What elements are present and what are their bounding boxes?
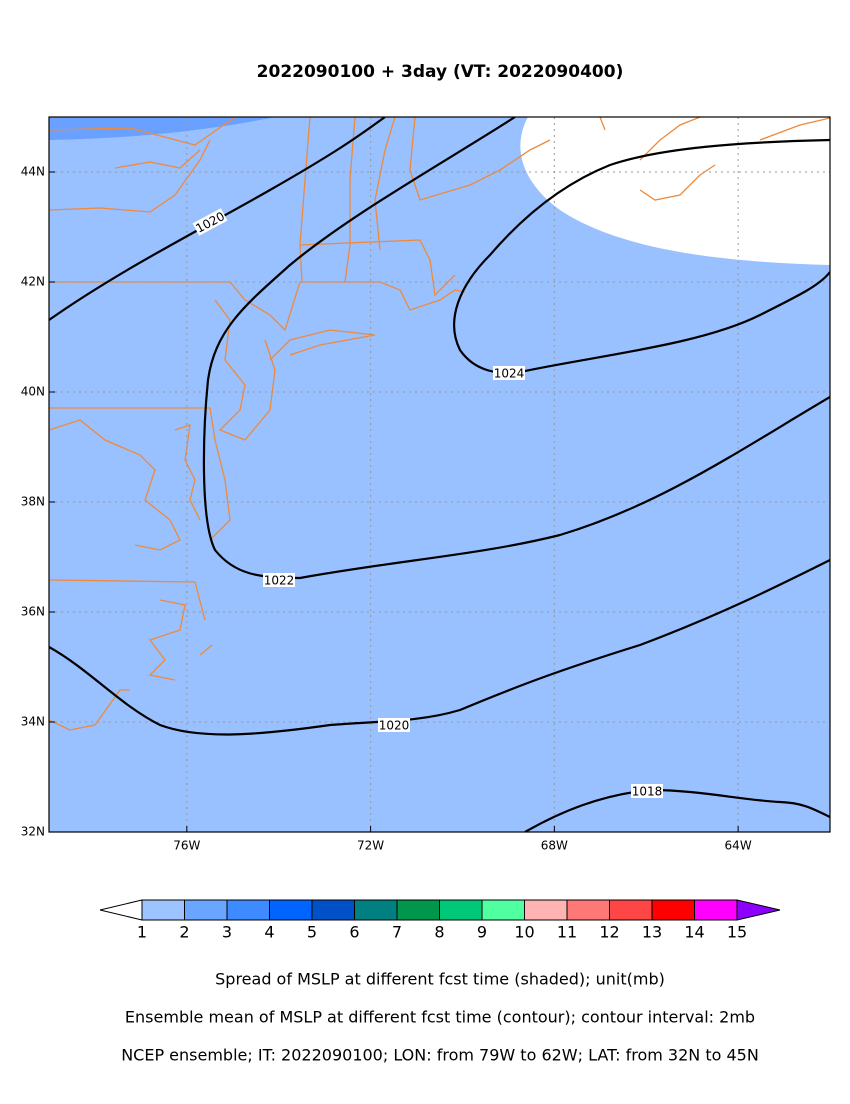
y-tick-label: 44N — [21, 165, 45, 179]
contour-label: 1020 — [378, 718, 410, 733]
colorbar-box — [651, 899, 695, 921]
colorbar-tick-label: 11 — [557, 923, 577, 942]
colorbar-box — [439, 899, 483, 921]
y-tick-label: 36N — [21, 605, 45, 619]
contour-line — [524, 788, 830, 832]
label-box — [192, 208, 228, 236]
caption: Spread of MSLP at different fcst time (s… — [215, 970, 665, 989]
colorbar-box — [396, 899, 440, 921]
x-tick-label: 64W — [725, 839, 752, 853]
map-title: 2022090100 + 3day (VT: 2022090400) — [257, 62, 624, 82]
contour-label: 1022 — [263, 573, 295, 588]
colorbar-box — [184, 899, 228, 921]
colorbar-tick-label: 1 — [137, 923, 147, 942]
colorbar-tick-label: 12 — [599, 923, 619, 942]
contour-line — [202, 117, 830, 580]
caption: NCEP ensemble; IT: 2022090100; LON: from… — [121, 1046, 759, 1065]
colorbar-tick-label: 13 — [642, 923, 662, 942]
colorbar-box — [269, 899, 313, 921]
y-tick-label: 38N — [21, 495, 45, 509]
colorbar-tick-label: 14 — [684, 923, 704, 942]
colorbar-box — [694, 899, 738, 921]
caption: Ensemble mean of MSLP at different fcst … — [125, 1008, 755, 1027]
colorbar-box — [141, 899, 185, 921]
y-tick-label: 32N — [21, 825, 45, 839]
colorbar-tick-label: 7 — [392, 923, 402, 942]
colorbar-box — [481, 899, 525, 921]
contour-line — [49, 117, 386, 321]
contour-label: 1018 — [631, 784, 663, 799]
label-box — [263, 573, 295, 587]
colorbar-box — [609, 899, 653, 921]
colorbar-tick-label: 6 — [349, 923, 359, 942]
colorbar-tick-label: 10 — [514, 923, 534, 942]
spread-shading-high — [49, 117, 275, 140]
x-tick-label: 68W — [541, 839, 568, 853]
contour-label-text: 1020 — [379, 719, 410, 733]
spread-shading-low — [520, 117, 830, 265]
colorbar-box — [354, 899, 398, 921]
x-tick-label: 76W — [173, 839, 200, 853]
under-triangle — [99, 899, 143, 921]
colorbar-tick-label: 15 — [727, 923, 747, 942]
y-tick-label: 34N — [21, 715, 45, 729]
y-tick-label: 40N — [21, 385, 45, 399]
colorbar-box — [524, 899, 568, 921]
contour-label-text: 1024 — [494, 367, 525, 381]
map-frame — [48, 116, 831, 833]
colorbar-box — [311, 899, 355, 921]
axes: 76W 72W 68W 64W 32N 34N 36N 38N 40N 42N 44N — [21, 165, 752, 853]
contour-line — [49, 559, 830, 736]
colorbar-tick-label: 2 — [179, 923, 189, 942]
colorbar-tick-label: 8 — [434, 923, 444, 942]
colorbar-tick-label: 9 — [477, 923, 487, 942]
colorbar-tick-label: 5 — [307, 923, 317, 942]
label-box — [493, 366, 525, 380]
contour-label-text: 1022 — [264, 574, 295, 588]
contour-label: 1024 — [493, 366, 525, 381]
contour-line — [453, 138, 830, 375]
captions: Spread of MSLP at different fcst time (s… — [121, 970, 759, 1065]
x-tick-label: 72W — [357, 839, 384, 853]
label-box — [631, 784, 663, 798]
colorbar-tick-label: 4 — [264, 923, 274, 942]
y-tick-label: 42N — [21, 275, 45, 289]
contour-label-text: 1018 — [632, 785, 663, 799]
over-triangle — [736, 899, 781, 921]
colorbar: 1 2 3 4 5 6 7 8 9 10 11 12 13 14 15 — [99, 899, 781, 942]
grid — [49, 117, 830, 832]
label-box — [378, 718, 410, 732]
colorbar-box — [226, 899, 270, 921]
colorbar-box — [566, 899, 610, 921]
coastlines — [49, 117, 830, 731]
colorbar-tick-label: 3 — [222, 923, 232, 942]
contours — [49, 117, 830, 832]
